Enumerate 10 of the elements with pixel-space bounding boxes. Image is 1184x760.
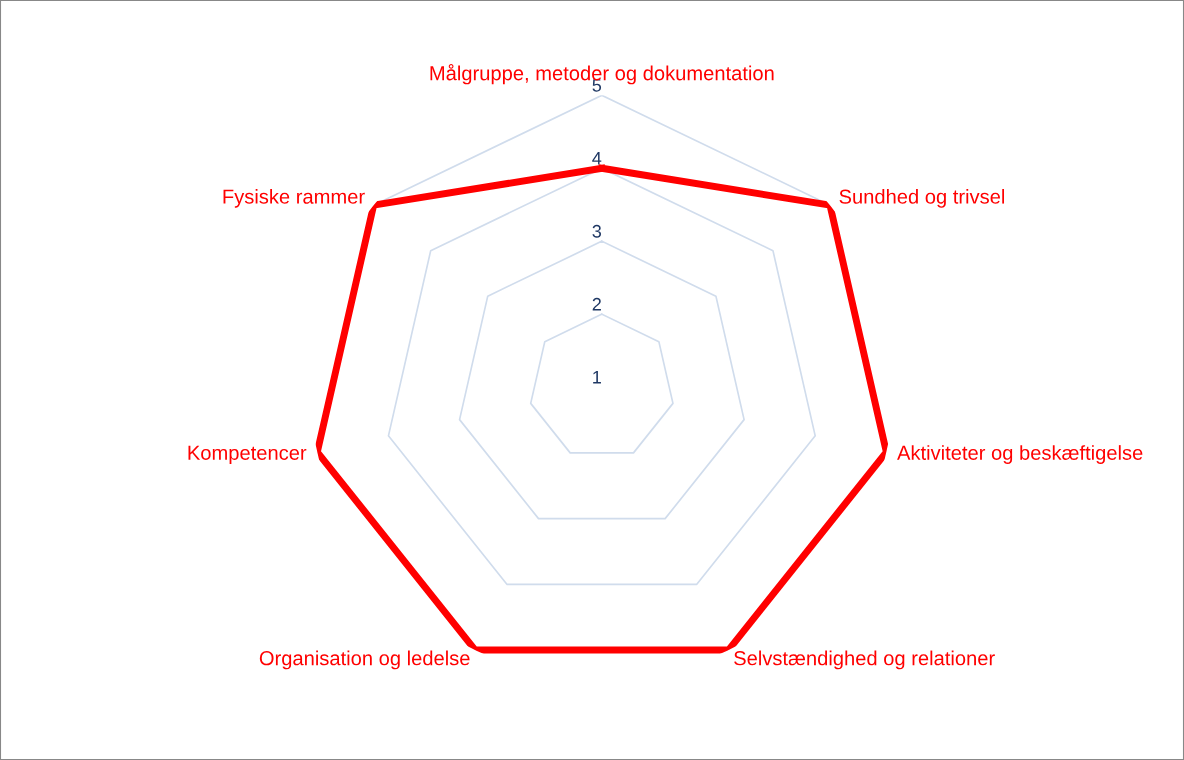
y-tick-label: 3	[592, 224, 602, 238]
spoke-label: Fysiske rammer	[223, 188, 365, 208]
spoke-label: Kompetencer	[188, 445, 307, 464]
spoke-label: Aktiviteter og beskæftigelse	[897, 445, 1143, 464]
y-tick-label: 1	[593, 370, 601, 384]
spoke-label: Sundhed og trivsel	[839, 188, 1005, 208]
y-tick-label: 2	[592, 297, 601, 311]
spoke-label: Selvstændighed og relationer	[734, 650, 995, 670]
y-tick-label: 4	[592, 152, 602, 165]
spoke-label: Organisation og ledelse	[259, 650, 470, 670]
